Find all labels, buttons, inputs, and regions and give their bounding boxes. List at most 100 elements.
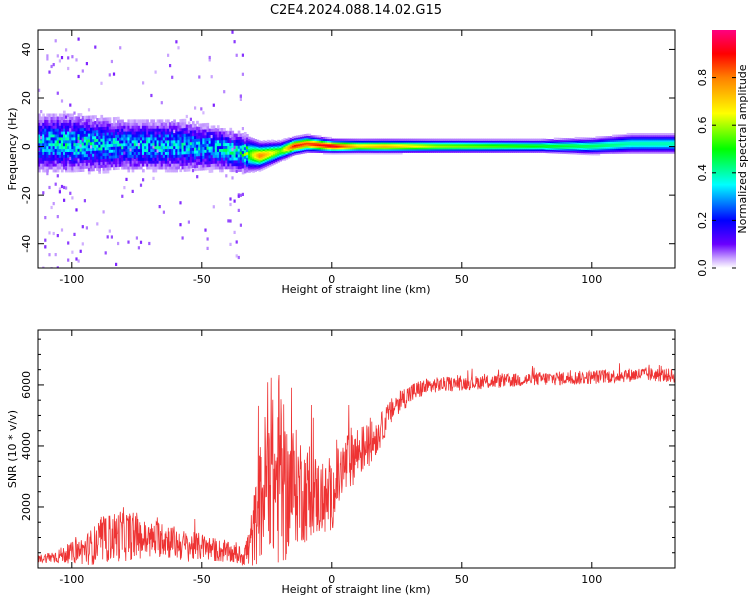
heatmap-cell [73,168,77,173]
heatmap-cell [333,142,337,145]
heatmap-speckle [67,56,70,60]
heatmap-cell [106,120,110,124]
heatmap-cell [279,159,282,162]
heatmap-cell [614,143,617,146]
heatmap-cell [69,148,72,152]
heatmap-cell [339,148,343,152]
heatmap-cell [618,141,621,144]
heatmap-cell [44,166,47,170]
heatmap-speckle [160,101,163,105]
heatmap-cell [248,165,251,168]
heatmap-cell [597,144,601,147]
heatmap-cell [404,140,407,143]
heatmap-cell [142,157,145,161]
heatmap-cell [393,142,397,145]
heatmap-cell [668,138,671,141]
heatmap-cell [85,144,89,149]
heatmap-cell [254,150,257,154]
heatmap-cell [233,156,237,161]
heatmap-cell [516,145,520,148]
heatmap-cell [115,140,118,144]
heatmap-cell [264,151,268,154]
heatmap-cell [123,142,126,147]
heatmap-cell [647,138,651,141]
heatmap-cell [119,125,122,129]
heatmap-cell [58,151,62,155]
heatmap-cell [40,142,43,147]
heatmap-cell [77,124,81,129]
heatmap-cell [56,151,60,155]
heatmap-cell [271,144,274,147]
heatmap-cell [54,131,58,135]
heatmap-cell [40,119,43,123]
heatmap-cell [60,142,64,147]
heatmap-cell [100,164,104,168]
heatmap-cell [487,138,490,141]
heatmap-cell [233,151,237,155]
heatmap-cell [164,160,168,164]
heatmap-cell [131,157,135,161]
heatmap-cell [279,150,282,153]
heatmap-cell [535,140,538,143]
heatmap-cell [142,154,145,158]
heatmap-cell [223,142,226,146]
heatmap-cell [626,132,630,136]
heatmap-cell [574,145,578,148]
heatmap-cell [104,137,108,142]
heatmap-cell [115,143,118,147]
heatmap-cell [289,146,293,149]
heatmap-cell [593,144,597,147]
heatmap-cell [44,139,47,144]
heatmap-cell [158,151,162,155]
heatmap-speckle [69,103,72,107]
heatmap-cell [323,147,326,150]
heatmap-cell [354,142,357,145]
heatmap-cell [194,161,197,166]
heatmap-cell [239,162,243,167]
heatmap-cell [137,119,141,123]
heatmap-cell [90,162,93,166]
heatmap-cell [345,143,349,146]
heatmap-cell [553,141,557,144]
heatmap-cell [310,142,314,145]
heatmap-speckle [63,185,66,190]
heatmap-cell [131,119,135,123]
heatmap-cell [264,142,268,145]
heatmap-cell [283,158,287,161]
heatmap-cell [106,161,110,165]
heatmap-speckle [196,175,199,179]
heatmap-cell [427,147,430,150]
heatmap-cell [239,151,243,155]
heatmap-cell [125,157,129,161]
heatmap-cell [501,138,505,141]
heatmap-cell [87,170,91,175]
heatmap-cell [266,143,270,146]
heatmap-cell [258,169,262,172]
heatmap-cell [289,141,293,144]
heatmap-cell [277,160,280,163]
heatmap-cell [187,159,191,163]
heatmap-cell [181,142,185,146]
heatmap-cell [268,157,272,160]
heatmap-cell [541,145,545,148]
heatmap-cell [460,145,463,148]
heatmap-speckle [58,190,61,194]
heatmap-cell [327,143,330,146]
heatmap-cell [258,140,262,143]
heatmap-cell [152,128,156,132]
heatmap-cell [637,141,640,144]
heatmap-cell [219,160,222,164]
heatmap-cell [339,150,343,153]
heatmap-cell [154,157,158,161]
heatmap-cell [358,142,361,145]
heatmap-cell [383,142,386,145]
heatmap-cell [169,145,172,150]
heatmap-cell [38,139,41,144]
heatmap-speckle [69,156,72,160]
heatmap-cell [464,142,468,145]
heatmap-cell [106,167,110,171]
heatmap-cell [221,128,224,132]
heatmap-cell [295,147,299,150]
heatmap-cell [653,141,657,144]
heatmap-cell [630,136,634,139]
